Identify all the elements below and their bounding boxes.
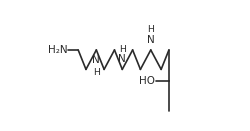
Text: HO: HO bbox=[139, 76, 155, 86]
Text: H: H bbox=[118, 45, 125, 54]
Text: N: N bbox=[146, 35, 154, 45]
Text: N: N bbox=[118, 54, 126, 64]
Text: N: N bbox=[92, 55, 100, 65]
Text: H: H bbox=[147, 25, 154, 34]
Text: H₂N: H₂N bbox=[47, 45, 67, 55]
Text: H: H bbox=[92, 68, 100, 77]
